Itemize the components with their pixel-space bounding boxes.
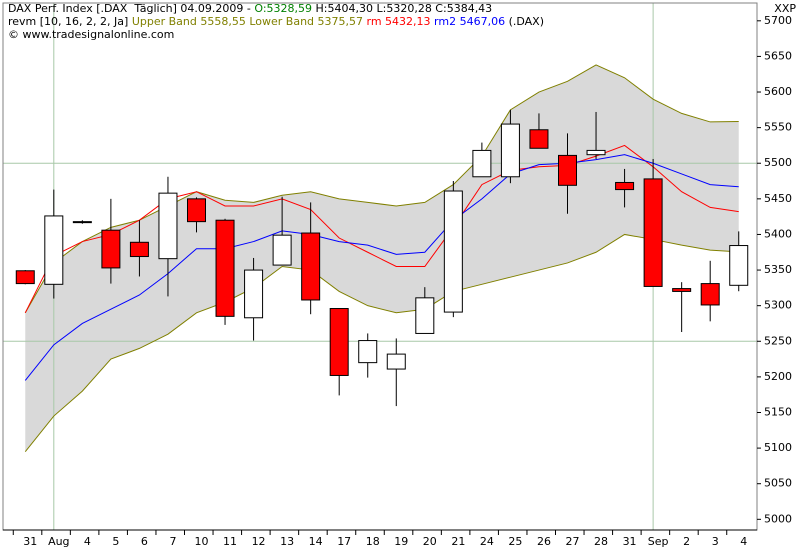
x-tick-label: 20 bbox=[423, 535, 437, 548]
plot-area bbox=[3, 3, 757, 530]
y-tick-label: 5450 bbox=[764, 192, 792, 205]
candle-body bbox=[101, 229, 121, 269]
x-tick-label: 7 bbox=[169, 535, 176, 548]
y-tick-label: 5050 bbox=[764, 477, 792, 490]
y-tick-label: 5550 bbox=[764, 121, 792, 134]
header-text: rm2 5467,06 bbox=[434, 15, 509, 28]
x-tick-label: 3 bbox=[712, 535, 719, 548]
x-tick-label: 31 bbox=[623, 535, 637, 548]
candle-body bbox=[358, 340, 378, 364]
candle-body bbox=[558, 154, 577, 186]
candle-body bbox=[472, 149, 492, 178]
candle-body bbox=[44, 215, 64, 285]
candle-body bbox=[500, 123, 520, 178]
x-tick-label: 5 bbox=[112, 535, 119, 548]
header-text: DAX Perf. Index [.DAX Täglich] 04.09.200… bbox=[8, 2, 254, 15]
x-tick-label: 4 bbox=[84, 535, 91, 548]
y-tick-label: 5000 bbox=[764, 512, 792, 525]
header-line: © www.tradesignalonline.com bbox=[8, 28, 174, 41]
x-tick-label: 24 bbox=[480, 535, 494, 548]
candle-body bbox=[215, 219, 235, 317]
candle-body bbox=[244, 269, 264, 319]
header-text: O:5328,59 bbox=[254, 2, 312, 15]
x-tick-label: 19 bbox=[394, 535, 408, 548]
y-tick-label: 5250 bbox=[764, 334, 792, 347]
x-tick-label: 6 bbox=[141, 535, 148, 548]
candle-body bbox=[443, 190, 463, 313]
header-text: Upper Band 5558,55 Lower Band 5375,57 bbox=[132, 15, 367, 28]
x-tick-label: 28 bbox=[594, 535, 608, 548]
x-tick-label: 11 bbox=[223, 535, 237, 548]
candle-body bbox=[158, 192, 178, 260]
candle-body bbox=[15, 270, 35, 285]
y-tick-label: 5600 bbox=[764, 85, 792, 98]
y-tick-label: 5300 bbox=[764, 299, 792, 312]
indicator-line bbox=[24, 144, 739, 314]
x-tick-label: 14 bbox=[309, 535, 323, 548]
x-tick-label: 25 bbox=[508, 535, 522, 548]
x-tick-label: Aug bbox=[48, 535, 69, 548]
x-tick-label: 17 bbox=[337, 535, 351, 548]
y-tick-label: 5350 bbox=[764, 263, 792, 276]
candle-body bbox=[72, 221, 92, 224]
candle-body bbox=[301, 232, 321, 301]
candle-body bbox=[415, 297, 435, 334]
x-tick-label: 31 bbox=[23, 535, 37, 548]
y-tick-label: 5700 bbox=[764, 14, 792, 27]
header-text: H:5404,30 L:5320,28 C:5384,43 bbox=[312, 2, 492, 15]
x-tick-label: 21 bbox=[451, 535, 465, 548]
candle-body bbox=[529, 129, 549, 149]
header-text: (.DAX) bbox=[509, 15, 544, 28]
indicator-line bbox=[24, 64, 739, 314]
corner-label: XXP bbox=[774, 2, 796, 15]
candle-body bbox=[129, 241, 149, 258]
y-tick-label: 5100 bbox=[764, 441, 792, 454]
y-tick-label: 5400 bbox=[764, 227, 792, 240]
x-tick-label: 10 bbox=[195, 535, 209, 548]
y-tick-label: 5150 bbox=[764, 405, 792, 418]
candle-body bbox=[386, 353, 406, 370]
x-tick-label: 27 bbox=[566, 535, 580, 548]
candle-body bbox=[643, 178, 663, 287]
candle-body bbox=[615, 181, 635, 191]
candle-body bbox=[700, 283, 720, 306]
x-tick-label: 13 bbox=[280, 535, 294, 548]
x-tick-label: 4 bbox=[740, 535, 747, 548]
header-text: rm 5432,13 bbox=[367, 15, 435, 28]
x-tick-label: 2 bbox=[683, 535, 690, 548]
candle-body bbox=[586, 149, 606, 156]
candle-body bbox=[187, 198, 206, 223]
header-text: © www.tradesignalonline.com bbox=[8, 28, 174, 41]
indicator-line bbox=[24, 233, 739, 452]
header-text: revm [10, 16, 2, 2, Ja] bbox=[8, 15, 132, 28]
x-tick-label: Sep bbox=[648, 535, 669, 548]
y-tick-label: 5500 bbox=[764, 156, 792, 169]
y-tick-label: 5650 bbox=[764, 49, 792, 62]
header-line: DAX Perf. Index [.DAX Täglich] 04.09.200… bbox=[8, 2, 492, 15]
candle-body bbox=[329, 308, 349, 376]
y-tick-label: 5200 bbox=[764, 370, 792, 383]
x-tick-label: 26 bbox=[537, 535, 551, 548]
candle-body bbox=[272, 234, 292, 266]
candle-body bbox=[672, 288, 692, 292]
header-line: revm [10, 16, 2, 2, Ja] Upper Band 5558,… bbox=[8, 15, 544, 28]
candle-body bbox=[729, 245, 749, 286]
indicator-line bbox=[24, 154, 739, 381]
x-tick-label: 12 bbox=[252, 535, 266, 548]
x-tick-label: 18 bbox=[366, 535, 380, 548]
